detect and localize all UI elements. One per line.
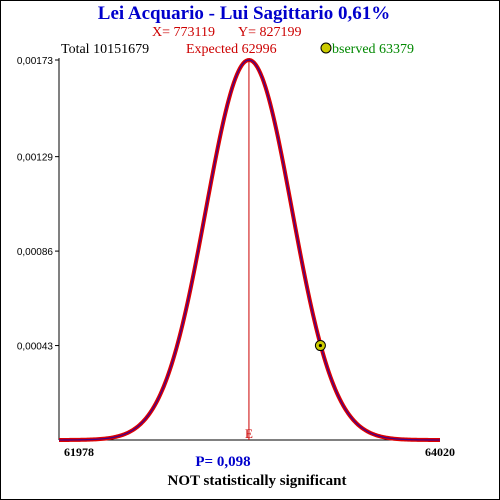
observed-point-center xyxy=(318,343,323,348)
expected-label: Expected 62996 xyxy=(186,42,277,57)
total-label: Total 10151679 xyxy=(61,42,149,57)
distribution-curve-outline xyxy=(58,58,441,442)
y-tick-label: 0,00129 xyxy=(17,153,54,164)
x-tick-label: 61978 xyxy=(64,445,94,459)
y-tick-label: 0,00173 xyxy=(17,56,54,67)
chart-title: Lei Acquario - Lui Sagittario 0,61% xyxy=(98,3,390,24)
y-count-label: Y= 827199 xyxy=(238,25,302,40)
observed-label: bserved 63379 xyxy=(332,42,414,57)
x-tick-label: 64020 xyxy=(425,445,455,459)
expected-marker-label: E xyxy=(245,426,253,441)
observed-legend-marker xyxy=(320,42,332,54)
x-count-label: X= 773119 xyxy=(152,25,215,40)
y-tick-label: 0,00086 xyxy=(17,247,54,258)
significance-label: NOT statistically significant xyxy=(168,473,347,489)
p-value-label: P= 0,098 xyxy=(195,454,250,470)
y-tick-label: 0,00043 xyxy=(17,342,54,353)
distribution-curve xyxy=(58,59,440,441)
